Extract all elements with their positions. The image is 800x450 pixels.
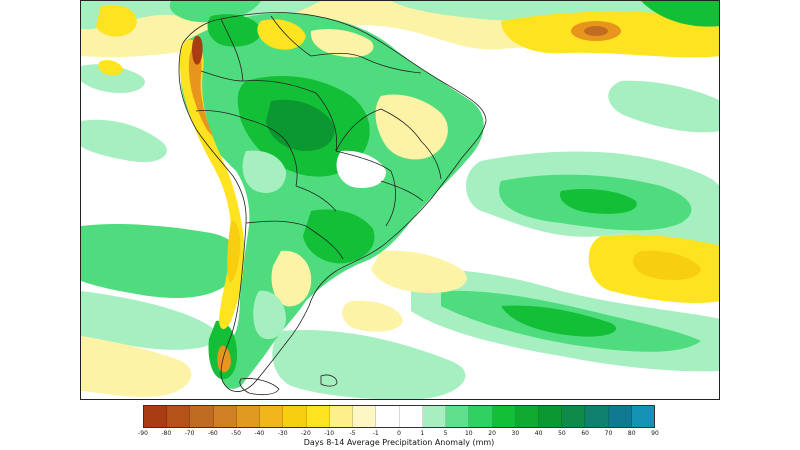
colorbar-tick-label: -80: [161, 430, 172, 437]
precipitation-anomaly-map: [81, 1, 719, 399]
colorbar-swatch: [446, 406, 470, 427]
colorbar-swatch: [399, 406, 423, 427]
colorbar-swatch: [260, 406, 284, 427]
map-frame: [80, 0, 720, 400]
colorbar-swatch: [538, 406, 563, 427]
colorbar-swatch: [515, 406, 539, 427]
colorbar-tick-label: 70: [604, 430, 613, 437]
colorbar-swatch: [469, 406, 493, 427]
colorbar-tick-label: -50: [231, 430, 241, 437]
colorbar-tick-label: -20: [301, 430, 311, 437]
colorbar-tick-label: 60: [581, 430, 589, 437]
colorbar-swatch: [492, 406, 516, 427]
colorbar-tick-label: -70: [184, 430, 195, 437]
colorbar-swatch: [608, 406, 632, 427]
colorbar-tick-label: -5: [349, 430, 356, 437]
colorbar-tick-label: 5: [443, 430, 448, 437]
colorbar-tick-label: 10: [464, 430, 473, 437]
country-borders: [178, 12, 487, 396]
colorbar-tick-label: 40: [534, 430, 543, 437]
colorbar-swatch: [329, 406, 354, 427]
colorbar-swatch: [144, 406, 168, 427]
colorbar-swatch: [353, 406, 377, 427]
colorbar-swatch: [167, 406, 191, 427]
colorbar-swatch: [213, 406, 237, 427]
colorbar-tick-label: 20: [488, 430, 496, 437]
colorbar-tick-label: -1: [372, 430, 379, 437]
colorbar-tick-label: 80: [627, 430, 636, 437]
colorbar-swatch: [631, 406, 655, 427]
colorbar-tick-label: 1: [420, 430, 425, 437]
colorbar-tick-label: 50: [558, 430, 566, 437]
colorbar-tick-label: -60: [207, 430, 218, 437]
colorbar-swatch: [422, 406, 447, 427]
colorbar-swatch: [562, 406, 586, 427]
colorbar-tick-label: 0: [397, 430, 401, 437]
colorbar-swatch: [236, 406, 261, 427]
colorbar-tick-label: 30: [511, 430, 520, 437]
colorbar-ticks: -90 -80 -70 -60 -50 -40 -30 -20 -10 -5 -1 0 1 5 10 20 30…: [138, 430, 659, 440]
colorbar-title: Days 8-14 Average Precipitation Anomaly …: [303, 438, 495, 447]
colorbar-tick-label: -30: [277, 430, 288, 437]
colorbar-swatch: [190, 406, 214, 427]
colorbar-tick-label: -10: [324, 430, 335, 437]
colorbar-swatch: [585, 406, 609, 427]
anomaly-field: [81, 1, 719, 399]
colorbar-tick-label: 90: [651, 430, 659, 437]
colorbar-swatch: [306, 406, 330, 427]
colorbar: [143, 405, 655, 428]
colorbar-tick-label: -40: [254, 430, 265, 437]
colorbar-swatch: [376, 406, 400, 427]
colorbar-tick-label: -90: [138, 430, 148, 437]
colorbar-swatch: [283, 406, 307, 427]
